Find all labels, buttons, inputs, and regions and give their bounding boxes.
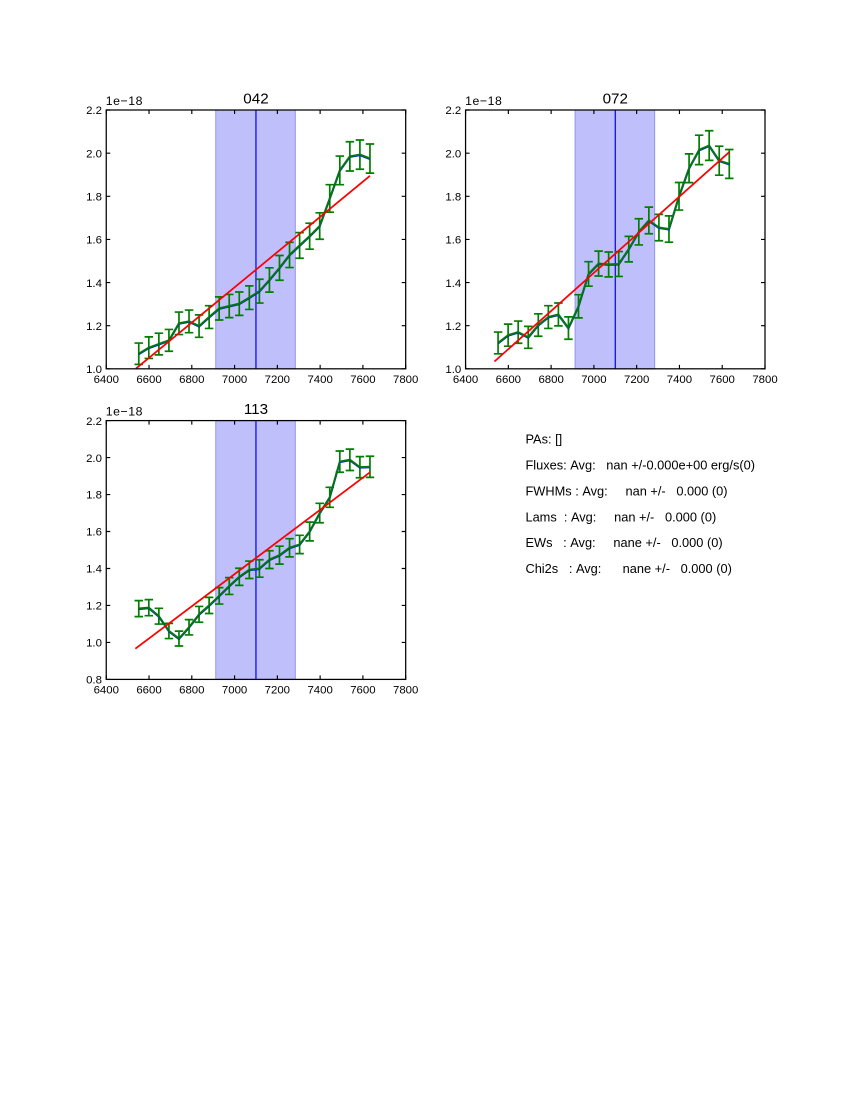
svg-text:0.8: 0.8 bbox=[86, 675, 102, 687]
svg-text:1.2: 1.2 bbox=[445, 321, 461, 333]
svg-text:7800: 7800 bbox=[752, 374, 777, 386]
svg-text:2.2: 2.2 bbox=[445, 105, 461, 117]
svg-text:EWs : Avg: nane +/- 0.: EWs : Avg: nane +/- 0.000 (0) bbox=[525, 535, 722, 550]
svg-text:1.2: 1.2 bbox=[86, 601, 102, 613]
svg-text:7000: 7000 bbox=[581, 374, 606, 386]
svg-text:2.2: 2.2 bbox=[86, 105, 102, 117]
svg-text:1.8: 1.8 bbox=[445, 191, 461, 203]
svg-text:6600: 6600 bbox=[136, 685, 161, 697]
svg-text:6400: 6400 bbox=[94, 374, 119, 386]
svg-text:1.0: 1.0 bbox=[445, 364, 461, 376]
svg-text:Chi2s : Avg: nane +/-: Chi2s : Avg: nane +/- 0.000 (0) bbox=[525, 561, 731, 576]
svg-text:7200: 7200 bbox=[624, 374, 649, 386]
svg-text:Fluxes: Avg: nan +/-0.000e+0: Fluxes: Avg: nan +/-0.000e+00 erg/s(0) bbox=[525, 458, 755, 473]
svg-text:7800: 7800 bbox=[393, 685, 418, 697]
svg-text:6800: 6800 bbox=[179, 685, 204, 697]
svg-text:7800: 7800 bbox=[393, 374, 418, 386]
svg-text:6600: 6600 bbox=[496, 374, 521, 386]
svg-text:042: 042 bbox=[243, 91, 268, 108]
svg-text:7000: 7000 bbox=[222, 374, 247, 386]
svg-text:7600: 7600 bbox=[710, 374, 735, 386]
svg-text:7200: 7200 bbox=[265, 685, 290, 697]
svg-text:113: 113 bbox=[244, 401, 268, 418]
svg-text:FWHMs : Avg: nan +/- 0.0: FWHMs : Avg: nan +/- 0.000 (0) bbox=[525, 483, 727, 498]
svg-text:1.4: 1.4 bbox=[86, 278, 102, 290]
svg-text:7400: 7400 bbox=[667, 374, 692, 386]
svg-text:7400: 7400 bbox=[307, 374, 332, 386]
svg-text:6600: 6600 bbox=[136, 374, 161, 386]
svg-text:1.4: 1.4 bbox=[86, 564, 102, 576]
svg-text:2.0: 2.0 bbox=[86, 148, 102, 160]
svg-text:7200: 7200 bbox=[265, 374, 290, 386]
svg-text:Lams : Avg: nan +/- 0.0: Lams : Avg: nan +/- 0.000 (0) bbox=[525, 509, 716, 524]
svg-text:1.4: 1.4 bbox=[445, 278, 461, 290]
svg-text:1.0: 1.0 bbox=[86, 364, 102, 376]
svg-text:072: 072 bbox=[603, 91, 628, 108]
svg-text:7400: 7400 bbox=[307, 685, 332, 697]
svg-text:6800: 6800 bbox=[179, 374, 204, 386]
svg-text:6400: 6400 bbox=[94, 685, 119, 697]
svg-text:PAs: []: PAs: [] bbox=[525, 432, 562, 447]
svg-text:7000: 7000 bbox=[222, 685, 247, 697]
svg-text:1.0: 1.0 bbox=[86, 638, 102, 650]
svg-text:2.2: 2.2 bbox=[86, 416, 102, 428]
svg-text:1.6: 1.6 bbox=[445, 235, 461, 247]
svg-text:7600: 7600 bbox=[350, 685, 375, 697]
svg-text:1e−18: 1e−18 bbox=[465, 94, 502, 108]
svg-text:1.6: 1.6 bbox=[86, 527, 102, 539]
svg-text:2.0: 2.0 bbox=[86, 453, 102, 465]
svg-text:1e−18: 1e−18 bbox=[106, 405, 143, 419]
svg-text:6800: 6800 bbox=[538, 374, 563, 386]
svg-text:2.0: 2.0 bbox=[445, 148, 461, 160]
svg-text:7600: 7600 bbox=[350, 374, 375, 386]
svg-text:1e−18: 1e−18 bbox=[106, 94, 143, 108]
svg-text:1.8: 1.8 bbox=[86, 490, 102, 502]
svg-text:1.8: 1.8 bbox=[86, 191, 102, 203]
svg-text:6400: 6400 bbox=[453, 374, 478, 386]
svg-text:1.6: 1.6 bbox=[86, 235, 102, 247]
svg-text:1.2: 1.2 bbox=[86, 321, 102, 333]
